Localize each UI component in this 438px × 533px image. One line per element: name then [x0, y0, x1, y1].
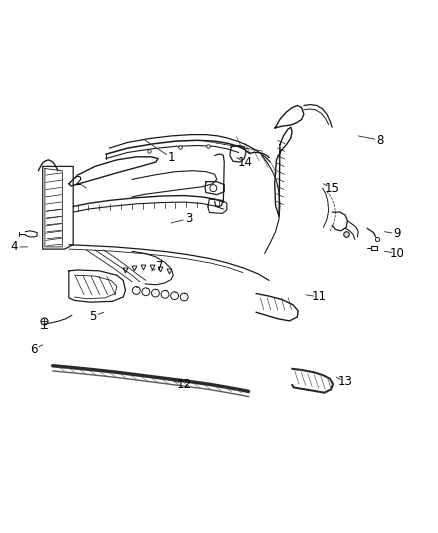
- Text: 15: 15: [325, 182, 339, 195]
- Text: 5: 5: [89, 310, 96, 323]
- Text: 14: 14: [237, 156, 253, 168]
- Text: 12: 12: [177, 377, 192, 391]
- Text: 3: 3: [185, 212, 192, 225]
- Text: 7: 7: [156, 260, 164, 273]
- Text: 13: 13: [338, 375, 353, 389]
- Text: 10: 10: [390, 247, 405, 260]
- Text: 6: 6: [30, 343, 38, 356]
- Text: 9: 9: [394, 228, 401, 240]
- Text: 1: 1: [167, 151, 175, 164]
- Text: 2: 2: [74, 175, 81, 188]
- Text: 8: 8: [376, 134, 384, 147]
- Text: 11: 11: [311, 290, 327, 303]
- Text: 4: 4: [11, 240, 18, 253]
